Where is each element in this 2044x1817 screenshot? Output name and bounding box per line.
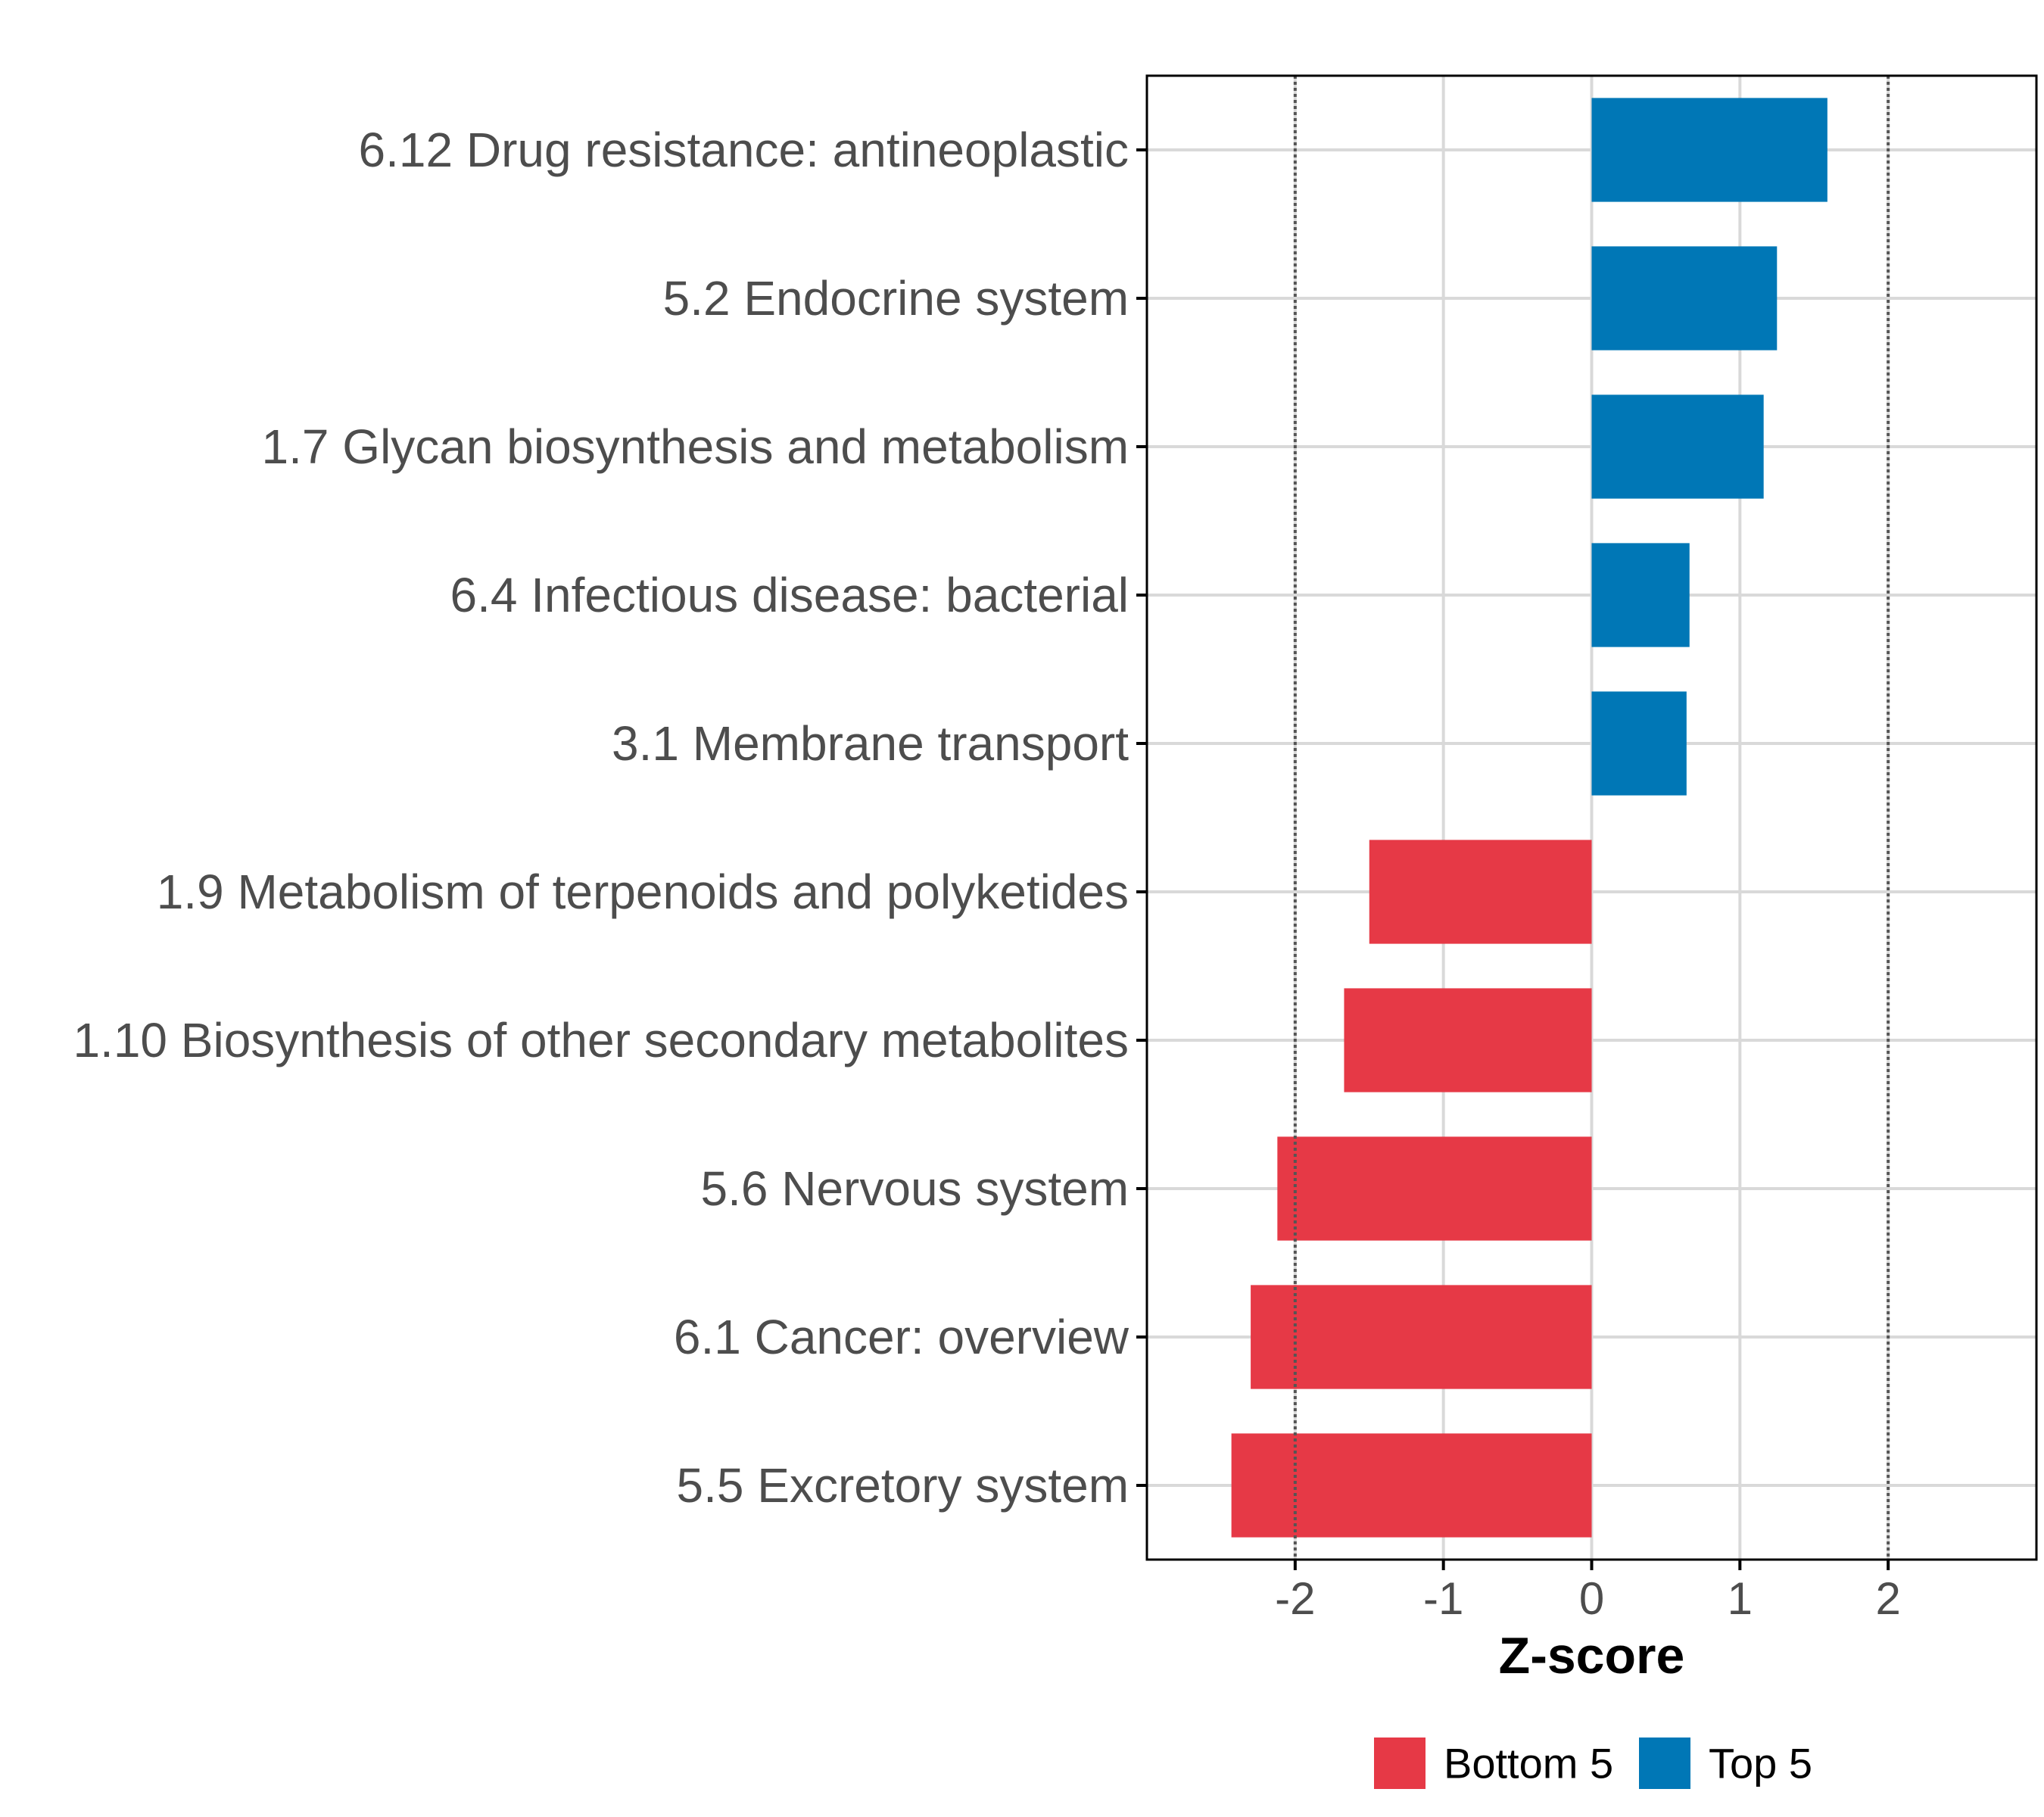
category-label: 5.2 Endocrine system xyxy=(663,271,1129,326)
x-axis-title: Z-score xyxy=(1499,1627,1685,1685)
category-label: 5.5 Excretory system xyxy=(677,1458,1129,1513)
category-label: 1.9 Metabolism of terpenoids and polyket… xyxy=(157,865,1129,919)
legend: Bottom 5 Top 5 xyxy=(1374,1738,1812,1789)
reference-lines xyxy=(1293,76,1890,1560)
bar-top-3 xyxy=(1591,394,1764,499)
x-tick-label: 1 xyxy=(1728,1573,1753,1624)
bar-top-5 xyxy=(1591,691,1687,796)
bar-bottom-9 xyxy=(1251,1285,1592,1389)
bar-top-4 xyxy=(1591,543,1690,647)
category-label: 1.10 Biosynthesis of other secondary met… xyxy=(73,1013,1129,1067)
bars xyxy=(1231,98,1827,1538)
category-label: 1.7 Glycan biosynthesis and metabolism xyxy=(262,419,1129,474)
bar-top-2 xyxy=(1591,246,1778,351)
category-label: 5.6 Nervous system xyxy=(700,1161,1129,1216)
category-label: 6.4 Infectious disease: bacterial xyxy=(450,568,1129,622)
legend-swatch-bottom xyxy=(1374,1738,1426,1789)
x-tick-label: -1 xyxy=(1423,1573,1463,1624)
bar-bottom-8 xyxy=(1277,1136,1592,1241)
x-tick-label: -2 xyxy=(1275,1573,1315,1624)
category-label: 3.1 Membrane transport xyxy=(612,716,1129,771)
category-label: 6.1 Cancer: overview xyxy=(674,1310,1129,1364)
bar-bottom-6 xyxy=(1369,840,1592,944)
category-label: 6.12 Drug resistance: antineoplastic xyxy=(359,123,1129,177)
x-tick-label: 0 xyxy=(1579,1573,1604,1624)
bar-bottom-10 xyxy=(1231,1433,1592,1538)
bar-top-1 xyxy=(1591,98,1827,202)
bar-bottom-7 xyxy=(1344,988,1592,1092)
legend-label: Top 5 xyxy=(1709,1740,1812,1787)
legend-label: Bottom 5 xyxy=(1444,1740,1613,1787)
x-tick-label: 2 xyxy=(1875,1573,1900,1624)
x-axis: -2 -1 0 1 2 xyxy=(1275,1560,1901,1624)
y-axis: 6.12 Drug resistance: antineoplastic 5.2 … xyxy=(73,123,1147,1513)
legend-swatch-top xyxy=(1639,1738,1690,1789)
